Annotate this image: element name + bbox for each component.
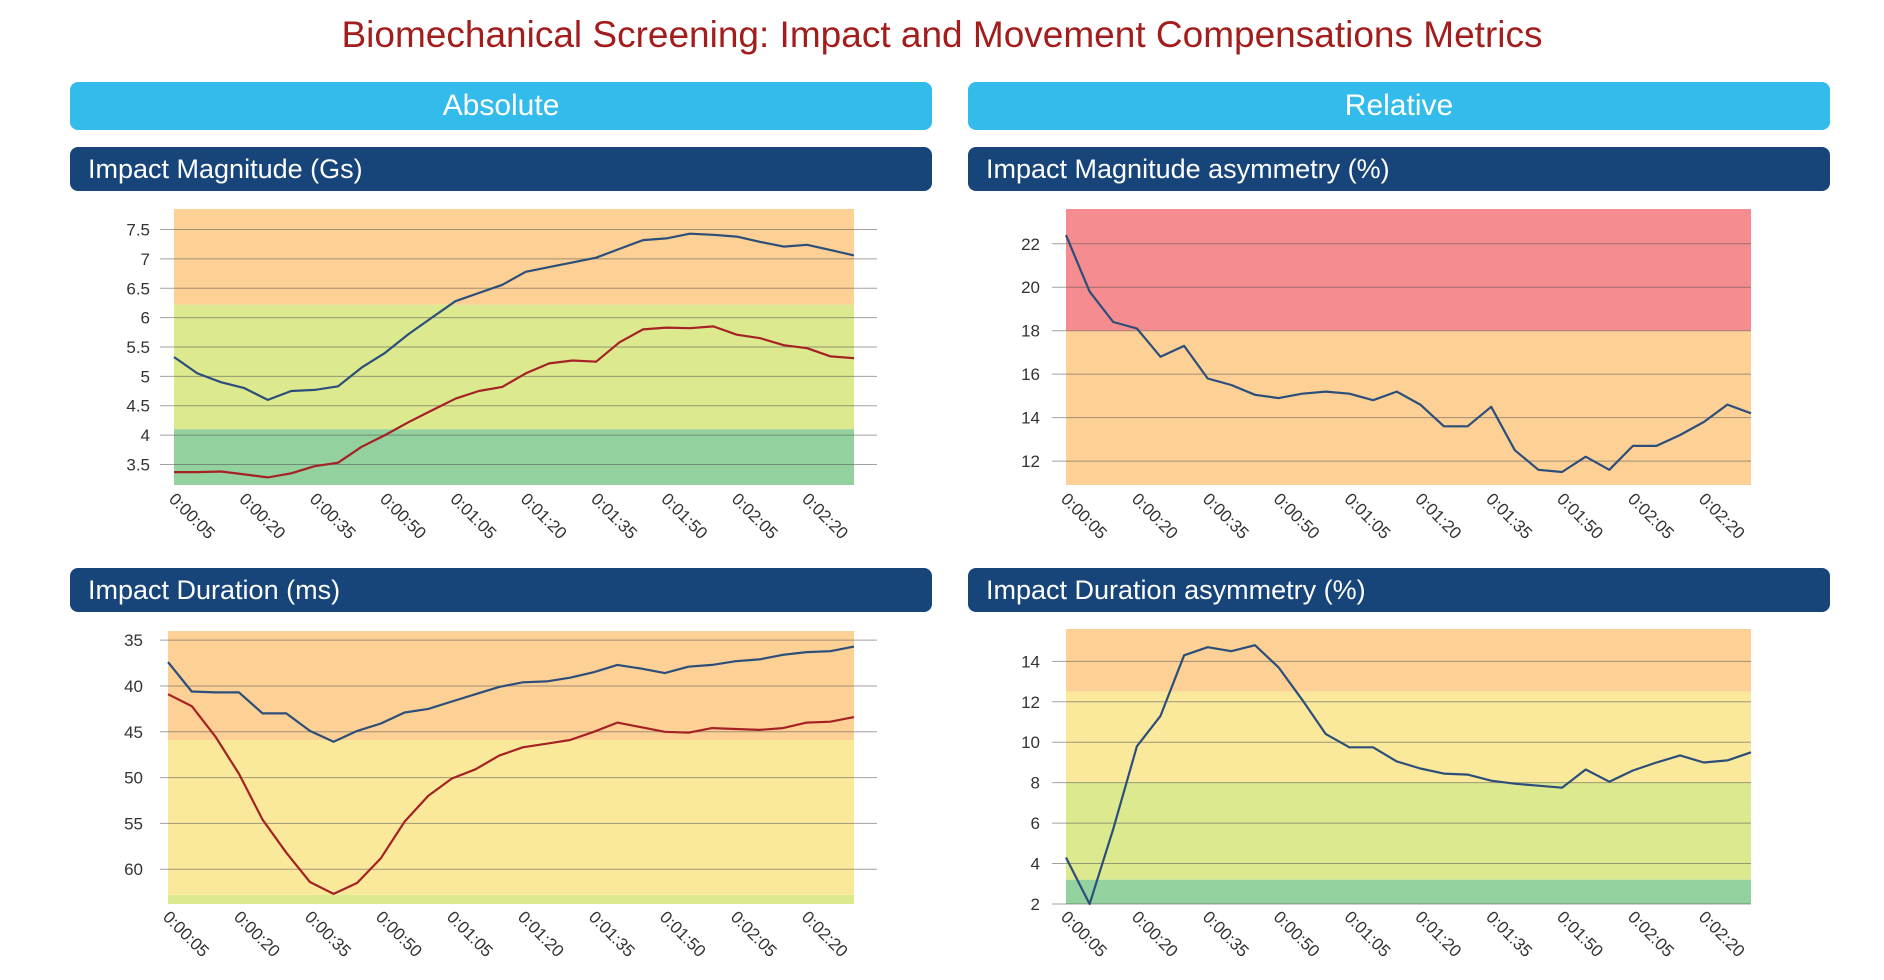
- impact-magnitude-y-tick-label: 6.5: [126, 279, 150, 298]
- impact-magnitude-x-tick-label: 0:01:20: [517, 489, 571, 543]
- impact-duration-x-tick-label: 0:02:20: [798, 907, 852, 961]
- impact-magnitude-x-tick-label: 0:00:05: [165, 489, 219, 543]
- impact-duration-asymmetry-y-tick-label: 4: [1031, 855, 1040, 874]
- impact-duration-y-tick-label: 45: [124, 723, 143, 742]
- impact-magnitude-asymmetry-y-tick-label: 18: [1021, 322, 1040, 341]
- impact-duration-asymmetry-x-tick-label: 0:01:20: [1411, 907, 1465, 961]
- impact-magnitude-asymmetry-title: Impact Magnitude asymmetry (%): [968, 147, 1830, 191]
- impact-duration-asymmetry-title: Impact Duration asymmetry (%): [968, 568, 1830, 612]
- impact-duration-title: Impact Duration (ms): [70, 568, 932, 612]
- impact-magnitude-y-tick-label: 6: [141, 309, 150, 328]
- impact-duration-asymmetry-y-tick-label: 8: [1031, 774, 1040, 793]
- impact-magnitude-x-tick-label: 0:01:05: [447, 489, 501, 543]
- impact-magnitude-y-tick-label: 4: [141, 426, 150, 445]
- impact-magnitude-x-tick-label: 0:00:20: [236, 489, 290, 543]
- page-title: Biomechanical Screening: Impact and Move…: [341, 14, 1543, 55]
- impact-magnitude-y-tick-label: 5.5: [126, 338, 150, 357]
- impact-magnitude-x-tick-label: 0:00:35: [306, 489, 360, 543]
- impact-duration-band-yellow: [168, 740, 854, 895]
- impact-magnitude-series-blue: [173, 232, 855, 401]
- impact-magnitude-asymmetry-chart: 12 14 16 18 20 22 0:00:05 0:00:20 0:00:35 0:00:50…: [1021, 209, 1752, 543]
- impact-duration-x-tick-label: 0:01:35: [585, 907, 639, 961]
- impact-duration-asymmetry-y-tick-label: 14: [1021, 652, 1040, 671]
- impact-magnitude-band-orange: [174, 209, 854, 305]
- impact-duration-asymmetry-series-blue: [1065, 644, 1752, 906]
- impact-duration-asymmetry-band-green: [1066, 879, 1751, 904]
- impact-magnitude-band-green: [174, 429, 854, 485]
- impact-magnitude-asymmetry-x-tick-label: 0:01:20: [1411, 489, 1465, 543]
- impact-duration-x-tick-label: 0:00:50: [372, 907, 426, 961]
- impact-duration-x-tick-label: 0:00:05: [159, 907, 213, 961]
- impact-duration-asymmetry-band-lightgreen: [1066, 806, 1751, 880]
- impact-duration-asymmetry-band-orange: [1066, 629, 1751, 692]
- impact-duration-asymmetry-y-tick-label: 6: [1031, 814, 1040, 833]
- impact-duration-series-red: [167, 693, 855, 896]
- impact-magnitude-asymmetry-x-tick-label: 0:00:35: [1199, 489, 1253, 543]
- impact-duration-asymmetry-x-tick-label: 0:00:20: [1128, 907, 1182, 961]
- impact-magnitude-x-tick-label: 0:02:20: [798, 489, 852, 543]
- impact-duration-asymmetry-x-tick-label: 0:00:50: [1270, 907, 1324, 961]
- impact-duration-x-tick-label: 0:02:05: [727, 907, 781, 961]
- impact-duration-asymmetry-x-tick-label: 0:00:35: [1199, 907, 1253, 961]
- impact-duration-asymmetry-x-tick-label: 0:01:35: [1482, 907, 1536, 961]
- impact-magnitude-asymmetry-x-tick-label: 0:01:35: [1482, 489, 1536, 543]
- impact-duration-x-tick-label: 0:01:50: [656, 907, 710, 961]
- impact-duration-y-tick-label: 55: [124, 814, 143, 833]
- impact-duration-y-tick-label: 60: [124, 860, 143, 879]
- impact-duration-series-blue: [167, 645, 855, 743]
- impact-magnitude-band-lightgreen_yellow: [174, 304, 854, 430]
- impact-magnitude-y-tick-label: 7: [141, 250, 150, 269]
- impact-magnitude-title: Impact Magnitude (Gs): [70, 147, 932, 191]
- impact-magnitude-asymmetry-x-tick-label: 0:01:50: [1553, 489, 1607, 543]
- impact-duration-asymmetry-x-tick-label: 0:00:05: [1057, 907, 1111, 961]
- impact-magnitude-x-tick-label: 0:02:05: [728, 489, 782, 543]
- impact-magnitude-asymmetry-band-orange: [1066, 330, 1751, 485]
- impact-magnitude-asymmetry-y-tick-label: 12: [1021, 452, 1040, 471]
- impact-duration-x-tick-label: 0:01:05: [443, 907, 497, 961]
- impact-magnitude-asymmetry-y-tick-label: 20: [1021, 278, 1040, 297]
- impact-duration-x-tick-label: 0:00:20: [230, 907, 284, 961]
- impact-duration-asymmetry-y-tick-label: 10: [1021, 733, 1040, 752]
- impact-magnitude-asymmetry-x-tick-label: 0:00:05: [1057, 489, 1111, 543]
- impact-duration-y-tick-label: 40: [124, 677, 143, 696]
- impact-magnitude-x-tick-label: 0:00:50: [376, 489, 430, 543]
- impact-duration-asymmetry-band-yellow: [1066, 691, 1751, 783]
- impact-duration-chart: 35 40 45 50 55 60 0:00:05 0:00:20 0:00:35 0:00:50…: [124, 631, 877, 961]
- impact-magnitude-asymmetry-band-red: [1066, 209, 1751, 331]
- impact-magnitude-x-tick-label: 0:01:50: [658, 489, 712, 543]
- section-relative-header: Relative: [968, 82, 1830, 130]
- section-absolute-header: Absolute: [70, 82, 932, 130]
- impact-duration-band-lightgreen: [168, 894, 854, 904]
- impact-duration-y-tick-label: 35: [124, 631, 143, 650]
- impact-duration-asymmetry-chart: 2 4 6 8 10 12 14 0:00:05 0:00:20 0:00:35 0:00:50 0:…: [1021, 629, 1752, 961]
- impact-magnitude-asymmetry-x-tick-label: 0:02:05: [1624, 489, 1678, 543]
- impact-magnitude-asymmetry-x-tick-label: 0:02:20: [1695, 489, 1749, 543]
- impact-magnitude-series-red: [174, 325, 855, 479]
- impact-magnitude-asymmetry-x-tick-label: 0:00:20: [1128, 489, 1182, 543]
- impact-duration-asymmetry-x-tick-label: 0:01:05: [1341, 907, 1395, 961]
- impact-magnitude-y-tick-label: 5: [141, 367, 150, 386]
- impact-magnitude-x-tick-label: 0:01:35: [587, 489, 641, 543]
- impact-magnitude-y-tick-label: 4.5: [126, 397, 150, 416]
- impact-duration-asymmetry-band-lightgreen: [1066, 782, 1751, 807]
- impact-duration-asymmetry-x-tick-label: 0:02:05: [1624, 907, 1678, 961]
- impact-duration-asymmetry-y-tick-label: 2: [1031, 895, 1040, 914]
- impact-duration-asymmetry-y-tick-label: 12: [1021, 693, 1040, 712]
- impact-magnitude-asymmetry-x-tick-label: 0:01:05: [1341, 489, 1395, 543]
- impact-magnitude-chart: 3.5 4 4.5 5 5.5 6 6.5 7 7.5 0:00:05 0:00:20 0:00:35…: [126, 209, 877, 543]
- impact-magnitude-asymmetry-x-tick-label: 0:00:50: [1270, 489, 1324, 543]
- impact-duration-asymmetry-x-tick-label: 0:01:50: [1553, 907, 1607, 961]
- impact-duration-y-tick-label: 50: [124, 769, 143, 788]
- impact-duration-band-orange: [168, 631, 854, 741]
- impact-duration-asymmetry-x-tick-label: 0:02:20: [1695, 907, 1749, 961]
- impact-magnitude-asymmetry-series-blue: [1064, 234, 1752, 474]
- impact-magnitude-asymmetry-y-tick-label: 16: [1021, 365, 1040, 384]
- impact-magnitude-y-tick-label: 7.5: [126, 221, 150, 240]
- impact-magnitude-asymmetry-y-tick-label: 14: [1021, 409, 1040, 428]
- impact-magnitude-asymmetry-y-tick-label: 22: [1021, 235, 1040, 254]
- impact-magnitude-y-tick-label: 3.5: [126, 455, 150, 474]
- impact-duration-x-tick-label: 0:00:35: [301, 907, 355, 961]
- impact-duration-x-tick-label: 0:01:20: [514, 907, 568, 961]
